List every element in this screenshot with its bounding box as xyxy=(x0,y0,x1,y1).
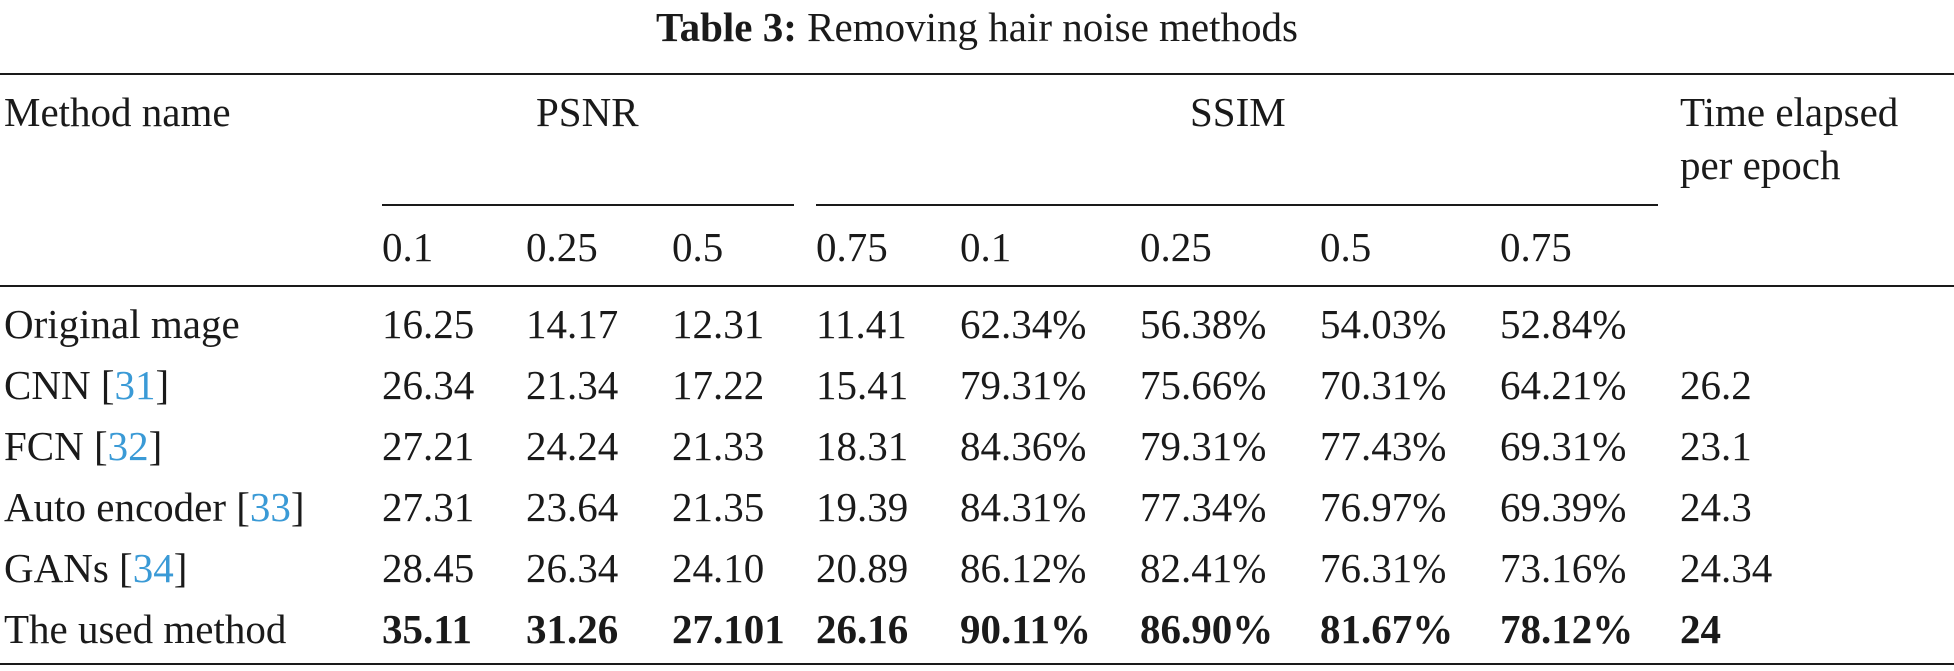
psnr-value-cell: 28.45 xyxy=(382,545,475,591)
psnr-value-cell: 24.10 xyxy=(672,545,765,591)
ssim-value-cell: 82.41% xyxy=(1140,545,1267,591)
psnr-value-cell: 27.101 xyxy=(672,606,785,652)
table-caption: Table 3: Removing hair noise methods xyxy=(0,0,1954,54)
method-name-cell: CNN [31] xyxy=(4,361,169,409)
method-name: The used method xyxy=(4,606,287,652)
method-name-cell: The used method xyxy=(4,605,286,653)
psnr-value-cell: 12.31 xyxy=(672,301,765,347)
citation-link[interactable]: 33 xyxy=(249,484,291,530)
header-rule xyxy=(0,285,1954,287)
time-value-cell: 24.3 xyxy=(1680,484,1752,530)
ssim-value-cell: 70.31% xyxy=(1320,362,1447,408)
header-ssim: SSIM xyxy=(1190,89,1286,135)
citation-bracket: ] xyxy=(173,545,188,591)
psnr-value-cell: 27.21 xyxy=(382,423,475,469)
ssim-value-cell: 75.66% xyxy=(1140,362,1267,408)
citation-bracket: ] xyxy=(290,484,305,530)
psnr-value-cell: 21.34 xyxy=(526,362,619,408)
ssim-value-cell: 73.16% xyxy=(1500,545,1627,591)
subcolumn-header: 0.5 xyxy=(1320,224,1372,270)
ssim-value-cell: 86.90% xyxy=(1140,606,1274,652)
subcolumn-header: 0.25 xyxy=(526,224,598,270)
ssim-value-cell: 79.31% xyxy=(1140,423,1267,469)
subcolumn-header: 0.1 xyxy=(382,224,434,270)
subcolumn-header: 0.75 xyxy=(1500,224,1572,270)
ssim-value-cell: 81.67% xyxy=(1320,606,1454,652)
psnr-value-cell: 35.11 xyxy=(382,606,472,652)
ssim-value-cell: 56.38% xyxy=(1140,301,1267,347)
citation-bracket: ] xyxy=(155,362,170,408)
psnr-value-cell: 11.41 xyxy=(816,301,907,347)
citation-bracket: ] xyxy=(148,423,163,469)
psnr-value-cell: 26.16 xyxy=(816,606,909,652)
ssim-group-rule xyxy=(816,204,1658,206)
citation-link[interactable]: 34 xyxy=(132,545,174,591)
psnr-value-cell: 31.26 xyxy=(526,606,619,652)
method-name: GANs [ xyxy=(4,545,133,591)
subcolumn-header: 0.25 xyxy=(1140,224,1212,270)
psnr-value-cell: 14.17 xyxy=(526,301,619,347)
ssim-value-cell: 84.36% xyxy=(960,423,1087,469)
psnr-value-cell: 15.41 xyxy=(816,362,909,408)
ssim-value-cell: 69.39% xyxy=(1500,484,1627,530)
method-name: Original mage xyxy=(4,301,240,347)
ssim-value-cell: 62.34% xyxy=(960,301,1087,347)
method-name: Auto encoder [ xyxy=(4,484,250,530)
method-name-cell: Original mage xyxy=(4,300,240,348)
citation-link[interactable]: 32 xyxy=(107,423,149,469)
psnr-value-cell: 26.34 xyxy=(382,362,475,408)
ssim-value-cell: 84.31% xyxy=(960,484,1087,530)
psnr-value-cell: 23.64 xyxy=(526,484,619,530)
psnr-value-cell: 20.89 xyxy=(816,545,909,591)
time-value-cell: 24 xyxy=(1680,606,1721,652)
header-time-line1: Time elapsed xyxy=(1680,89,1899,135)
header-psnr: PSNR xyxy=(536,89,639,135)
ssim-value-cell: 52.84% xyxy=(1500,301,1627,347)
psnr-group-rule xyxy=(382,204,794,206)
psnr-value-cell: 21.35 xyxy=(672,484,765,530)
ssim-value-cell: 76.97% xyxy=(1320,484,1447,530)
method-name-cell: Auto encoder [33] xyxy=(4,483,305,531)
ssim-value-cell: 78.12% xyxy=(1500,606,1634,652)
method-name-cell: FCN [32] xyxy=(4,422,162,470)
psnr-value-cell: 16.25 xyxy=(382,301,475,347)
psnr-value-cell: 26.34 xyxy=(526,545,619,591)
ssim-value-cell: 54.03% xyxy=(1320,301,1447,347)
ssim-value-cell: 90.11% xyxy=(960,606,1091,652)
ssim-value-cell: 76.31% xyxy=(1320,545,1447,591)
caption-text: Removing hair noise methods xyxy=(807,4,1298,50)
time-value-cell: 23.1 xyxy=(1680,423,1752,469)
subcolumn-header: 0.1 xyxy=(960,224,1012,270)
method-name-cell: GANs [34] xyxy=(4,544,187,592)
time-value-cell: 24.34 xyxy=(1680,545,1773,591)
ssim-value-cell: 86.12% xyxy=(960,545,1087,591)
time-value-cell: 26.2 xyxy=(1680,362,1752,408)
top-rule xyxy=(0,73,1954,75)
ssim-value-cell: 69.31% xyxy=(1500,423,1627,469)
caption-label: Table 3: xyxy=(656,4,797,50)
citation-link[interactable]: 31 xyxy=(114,362,156,408)
psnr-value-cell: 21.33 xyxy=(672,423,765,469)
ssim-value-cell: 79.31% xyxy=(960,362,1087,408)
subcolumn-header: 0.5 xyxy=(672,224,724,270)
header-time-line2: per epoch xyxy=(1680,142,1841,188)
psnr-value-cell: 19.39 xyxy=(816,484,909,530)
subcolumn-header: 0.75 xyxy=(816,224,888,270)
ssim-value-cell: 77.43% xyxy=(1320,423,1447,469)
psnr-value-cell: 27.31 xyxy=(382,484,475,530)
method-name: FCN [ xyxy=(4,423,108,469)
ssim-value-cell: 64.21% xyxy=(1500,362,1627,408)
psnr-value-cell: 17.22 xyxy=(672,362,765,408)
psnr-value-cell: 24.24 xyxy=(526,423,619,469)
bottom-rule xyxy=(0,663,1954,665)
ssim-value-cell: 77.34% xyxy=(1140,484,1267,530)
psnr-value-cell: 18.31 xyxy=(816,423,909,469)
header-method: Method name xyxy=(4,89,231,135)
method-name: CNN [ xyxy=(4,362,115,408)
